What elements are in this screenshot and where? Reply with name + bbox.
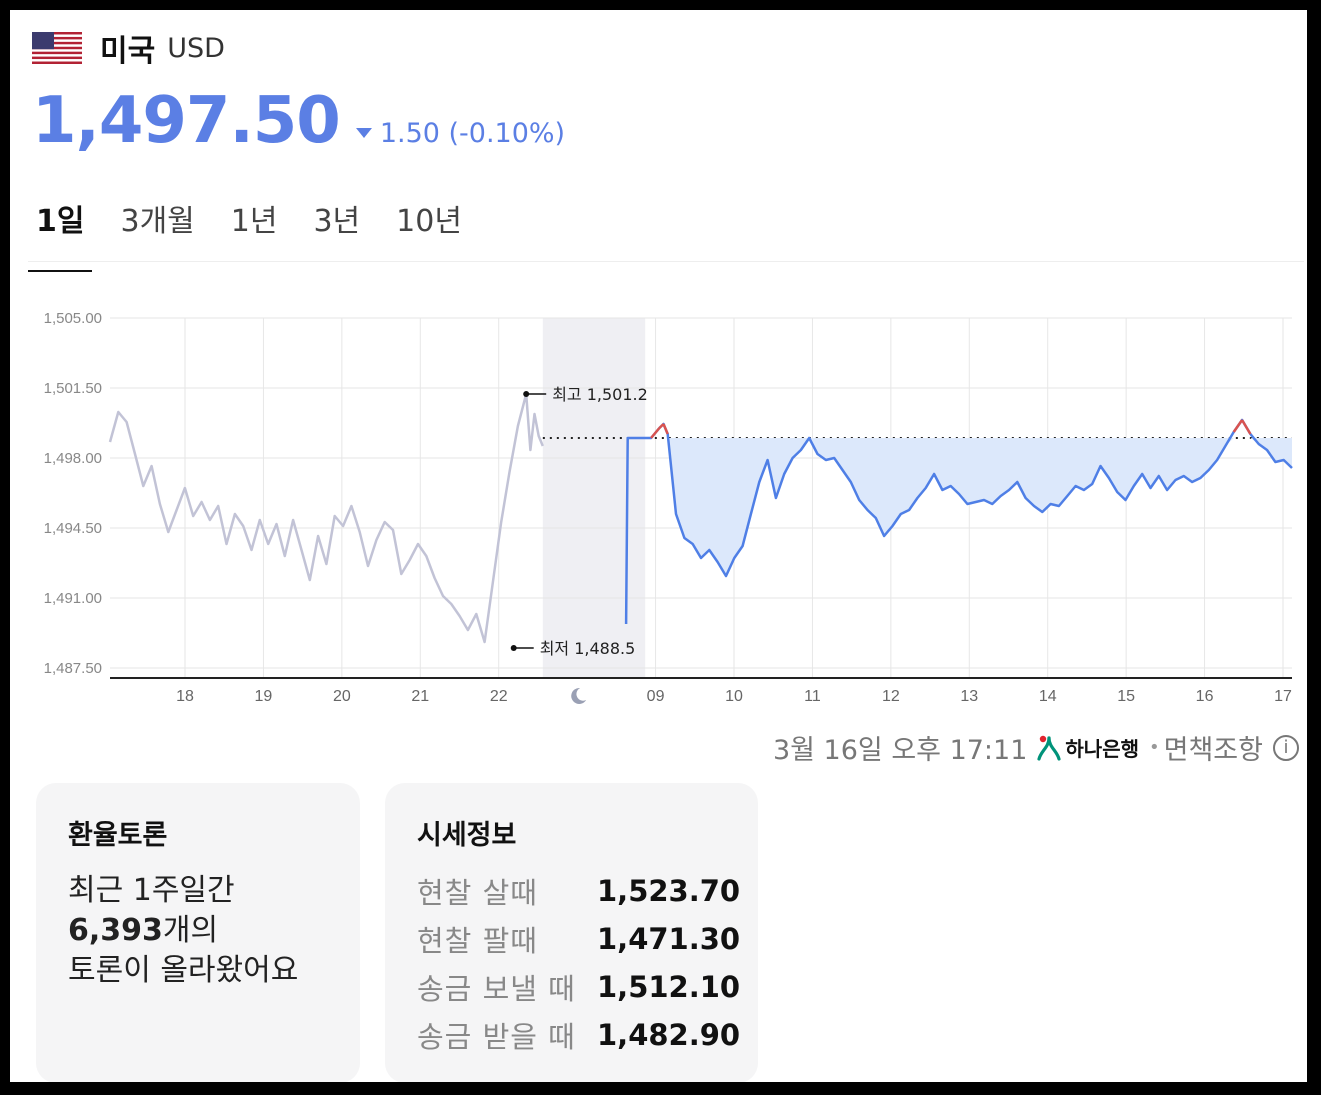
rate-row-receive: 송금 받을 때 1,482.90 [417,1011,740,1059]
night-band [542,318,646,678]
rate-label: 송금 보낼 때 [417,972,576,1006]
discussion-summary: 최근 1주일간 6,393개의 토론이 올라왔어요 [68,871,298,991]
discussion-line1: 최근 1주일간 [68,873,235,908]
x-tick-label: 10 [725,688,743,705]
discussion-line3: 토론이 올라왔어요 [68,953,299,988]
rate-change-text: 1.50 (-0.10%) [379,118,566,149]
tab-1y[interactable]: 1년 [230,204,278,239]
exchange-rate-value: 1,497.50 [32,84,341,158]
us-flag-icon [32,32,82,64]
price-row: 1,497.50 1.50 (-0.10%) [32,84,565,158]
high-label: 최고 1,501.2 [552,385,648,404]
tab-1d[interactable]: 1일 [28,196,93,272]
x-tick-label: 22 [490,688,508,705]
above-reference-segment [650,427,661,439]
rate-label: 송금 받을 때 [417,1020,576,1054]
hana-bank-logo: 하나은행 [1037,733,1139,762]
series-line-1 [624,418,1293,625]
tab-divider [28,261,1304,262]
app-frame: 미국 USD 1,497.50 1.50 (-0.10%) 1일 3개월 1년 … [10,10,1307,1082]
series-line-0 [108,392,544,644]
discussion-line2: 6,393개의 [68,911,298,951]
above-reference-segment [662,423,669,435]
rate-row-cash-buy: 현찰 살때 1,523.70 [417,867,740,915]
period-tabs: 1일 3개월 1년 3년 10년 [28,196,490,272]
moon-icon [571,687,587,704]
below-reference-area [667,438,1292,576]
x-tick-label: 12 [882,688,900,705]
x-tick-label: 09 [647,688,665,705]
tab-3m[interactable]: 3개월 [120,204,195,239]
info-icon[interactable]: i [1273,734,1299,761]
rate-value: 1,523.70 [597,874,741,908]
rate-row-cash-sell: 현찰 팔때 1,471.30 [417,915,740,963]
source-line: 3월 16일 오후 17:11 하나은행 • 면책조항 i [773,728,1299,767]
tab-3y[interactable]: 3년 [313,204,361,239]
rate-list: 현찰 살때 1,523.70 현찰 팔때 1,471.30 송금 보낼 때 1,… [417,867,740,1059]
x-tick-label: 17 [1274,688,1292,705]
rate-label: 현찰 살때 [417,876,538,910]
hana-bank-icon [1037,735,1061,761]
y-tick-label: 1,494.50 [44,520,102,537]
low-label: 최저 1,488.5 [540,639,636,658]
update-timestamp: 3월 16일 오후 17:11 [772,735,1028,766]
exchange-rate-chart[interactable]: 1,505.00 1,501.50 1,498.00 1,494.50 1,491.00… [10,290,1307,710]
y-tick-label: 1,498.00 [44,450,102,467]
currency-header: 미국 USD [32,26,225,70]
rate-label: 현찰 팔때 [417,924,538,958]
tab-10y[interactable]: 10년 [396,204,462,239]
rate-info-title: 시세정보 [417,820,517,851]
down-arrow-icon [355,128,372,138]
discussion-card[interactable]: 환율토론 최근 1주일간 6,393개의 토론이 올라왔어요 [36,783,360,1082]
x-tick-label: 20 [333,688,351,705]
above-reference-segment [1232,419,1244,433]
discussion-count: 6,393 [68,913,163,948]
separator-dot: • [1149,737,1160,758]
currency-code: USD [167,32,225,64]
country-name: 미국 [100,34,156,69]
rate-change: 1.50 (-0.10%) [355,118,566,149]
x-tick-label: 11 [804,688,821,705]
rate-row-send: 송금 보낼 때 1,512.10 [417,963,740,1011]
x-tick-label: 13 [960,688,978,705]
rate-info-card: 시세정보 현찰 살때 1,523.70 현찰 팔때 1,471.30 송금 보낼… [385,783,758,1082]
y-tick-label: 1,505.00 [44,310,102,327]
y-tick-label: 1,487.50 [44,660,102,677]
rate-value: 1,512.10 [597,970,741,1004]
x-tick-label: 14 [1039,688,1057,705]
y-tick-label: 1,491.00 [44,590,102,607]
discussion-title: 환율토론 [68,820,168,851]
bank-name: 하나은행 [1065,737,1139,761]
rate-value: 1,471.30 [597,922,741,956]
rate-value: 1,482.90 [597,1018,741,1052]
y-tick-label: 1,501.50 [44,380,102,397]
x-tick-label: 15 [1117,688,1135,705]
x-tick-label: 21 [411,688,429,705]
x-tick-label: 19 [255,688,273,705]
x-tick-label: 18 [176,688,194,705]
disclaimer-link[interactable]: 면책조항 [1163,735,1263,766]
discussion-count-suffix: 개의 [162,913,219,948]
x-tick-label: 16 [1196,688,1214,705]
above-reference-segment [1240,419,1252,435]
